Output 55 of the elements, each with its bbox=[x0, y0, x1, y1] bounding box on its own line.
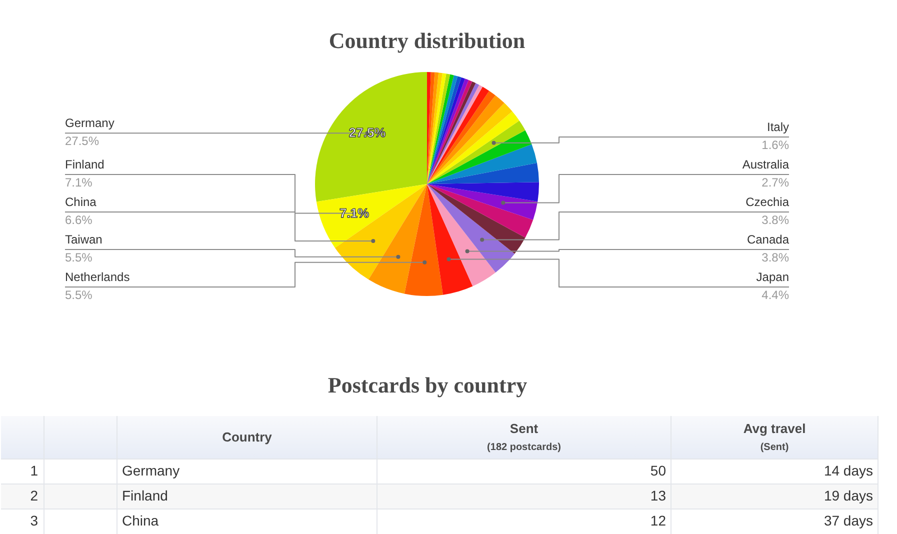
slice-label: Canada bbox=[746, 232, 790, 246]
pie-slice bbox=[404, 184, 443, 296]
text: 27.5% bbox=[348, 125, 386, 140]
pie-slice bbox=[368, 184, 427, 294]
text: (182 postcards) bbox=[487, 442, 561, 453]
category-label: Avg travel bbox=[743, 421, 806, 436]
slice-label: Australia bbox=[742, 158, 790, 172]
data-label: 7.1% bbox=[65, 176, 93, 190]
data-label: 5.5% bbox=[65, 250, 93, 264]
data-label: 3.8% bbox=[762, 213, 790, 227]
slice-label: Italy bbox=[766, 120, 789, 134]
slice-label: Germany bbox=[65, 116, 114, 130]
data-label: 5.5% bbox=[65, 288, 93, 302]
data-label: 1.6% bbox=[762, 138, 790, 152]
slice-label: Taiwan bbox=[65, 232, 102, 246]
data-label: 2.7% bbox=[762, 176, 790, 190]
slice-label: Japan bbox=[756, 270, 789, 284]
text: 13 bbox=[650, 488, 666, 504]
pie-slice bbox=[427, 182, 539, 202]
chart-title: Country distribution bbox=[328, 28, 526, 53]
slice-label: China bbox=[65, 195, 97, 209]
data-label: 4.4% bbox=[762, 288, 790, 302]
slice-label: Czechia bbox=[746, 195, 790, 209]
pie-slice bbox=[427, 184, 473, 295]
pie-slice bbox=[427, 184, 534, 238]
pie-slice bbox=[427, 162, 539, 184]
text: 50 bbox=[650, 462, 666, 478]
pie-slice bbox=[334, 184, 427, 280]
data-label: 6.6% bbox=[65, 213, 93, 227]
pie-slice bbox=[427, 184, 526, 254]
text: China bbox=[122, 512, 159, 528]
data-label: 3.8% bbox=[762, 250, 790, 264]
category-label: 1 bbox=[30, 462, 38, 478]
slice-label: Netherlands bbox=[65, 270, 130, 284]
pie-slice bbox=[427, 184, 538, 220]
data-label: 27.5% bbox=[65, 134, 100, 148]
pie-slice bbox=[427, 184, 496, 286]
text: (Sent) bbox=[760, 442, 789, 453]
pie-slice bbox=[427, 130, 532, 184]
text: 37 days bbox=[824, 512, 873, 528]
text: 14 days bbox=[824, 462, 873, 478]
text: 7.1% bbox=[339, 205, 370, 220]
text: Finland bbox=[122, 488, 168, 504]
category-label: 2 bbox=[30, 488, 38, 504]
category-label: Country bbox=[222, 430, 273, 444]
pie-slice bbox=[427, 144, 537, 184]
slice-label: Finland bbox=[65, 158, 104, 172]
category-label: 3 bbox=[30, 512, 38, 528]
pie-slice bbox=[427, 184, 515, 273]
text: 19 days bbox=[824, 488, 873, 504]
pie-slice bbox=[316, 184, 427, 248]
text: 12 bbox=[650, 512, 666, 528]
category-label: Sent bbox=[510, 421, 539, 436]
text: Postcards by country bbox=[328, 372, 528, 398]
text: Germany bbox=[122, 462, 180, 478]
